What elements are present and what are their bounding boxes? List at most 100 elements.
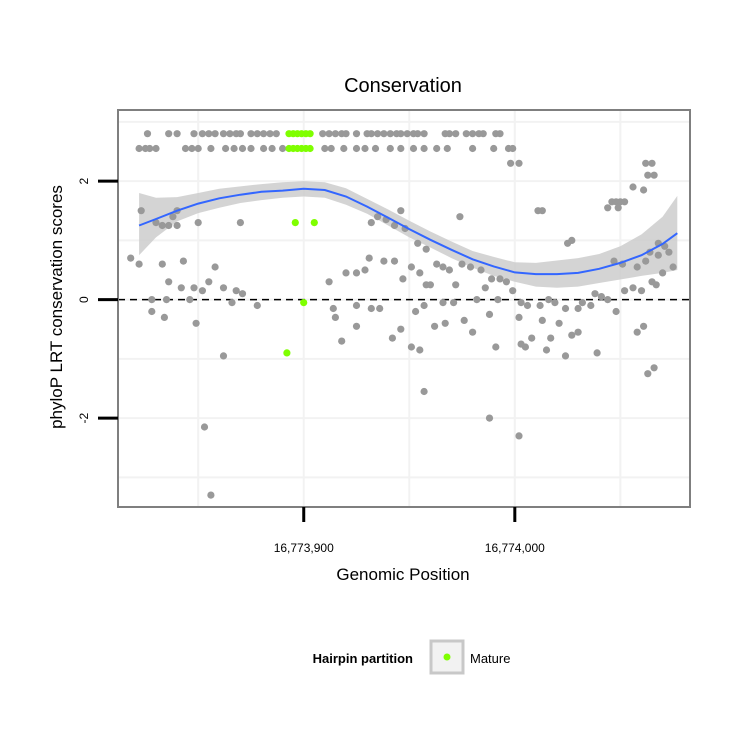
other-point	[433, 260, 441, 268]
other-point	[452, 130, 460, 138]
other-point	[496, 275, 504, 283]
other-point	[462, 130, 470, 138]
other-point	[420, 387, 428, 396]
other-point	[230, 144, 238, 153]
other-point	[547, 334, 555, 342]
x-tick-label: 16,773,900	[274, 541, 334, 555]
other-point	[211, 263, 219, 271]
other-point	[629, 183, 637, 191]
other-point	[523, 301, 532, 310]
other-point	[325, 278, 333, 286]
other-point	[361, 144, 369, 153]
other-point	[644, 370, 652, 378]
other-point	[365, 254, 373, 262]
other-point	[439, 263, 447, 271]
other-point	[367, 130, 375, 138]
y-tick-label: -2	[77, 412, 91, 423]
other-point	[403, 130, 411, 138]
other-point	[160, 313, 168, 321]
other-point	[490, 144, 498, 153]
other-point	[515, 432, 523, 440]
other-point	[143, 130, 152, 138]
other-point	[416, 346, 424, 354]
other-point	[192, 319, 200, 327]
other-point	[650, 171, 658, 179]
other-point	[388, 334, 396, 342]
other-point	[162, 296, 171, 304]
other-point	[200, 423, 209, 431]
other-point	[587, 301, 595, 310]
other-point	[414, 130, 422, 138]
other-point	[260, 144, 268, 153]
other-point	[390, 257, 399, 265]
other-point	[422, 245, 430, 253]
other-point	[137, 207, 145, 215]
panel-background	[118, 110, 690, 507]
other-point	[644, 171, 652, 179]
other-point	[669, 263, 677, 271]
other-point	[135, 260, 143, 268]
other-point	[173, 221, 181, 230]
other-point	[420, 144, 428, 153]
other-point	[561, 352, 570, 360]
x-tick-label: 16,774,000	[485, 541, 545, 555]
other-point	[253, 130, 261, 138]
other-point	[325, 130, 333, 138]
other-point	[469, 328, 477, 336]
legend-label-mature: Mature	[470, 651, 510, 666]
other-point	[591, 290, 599, 298]
other-point	[507, 159, 515, 167]
other-point	[637, 287, 646, 295]
other-point	[593, 349, 601, 357]
other-point	[568, 236, 576, 244]
other-point	[165, 278, 173, 286]
other-point	[612, 307, 620, 316]
other-point	[642, 159, 650, 167]
other-point	[331, 130, 339, 138]
other-point	[327, 144, 335, 153]
other-point	[222, 144, 230, 153]
other-point	[321, 144, 329, 153]
other-point	[367, 304, 375, 313]
y-tick-label: 0	[77, 296, 91, 303]
other-point	[376, 304, 384, 313]
other-point	[460, 316, 468, 324]
other-point	[386, 130, 394, 138]
other-point	[361, 266, 369, 274]
panel-border	[117, 109, 691, 508]
loess-curve	[138, 187, 678, 276]
other-point	[515, 159, 523, 167]
other-point	[219, 352, 228, 360]
other-point	[633, 263, 641, 271]
other-point	[232, 287, 240, 295]
other-point	[380, 257, 388, 265]
other-point	[198, 130, 206, 138]
mature-point	[306, 144, 314, 153]
other-point	[152, 144, 160, 153]
other-point	[342, 269, 350, 277]
other-point	[135, 144, 143, 153]
other-point	[374, 130, 382, 138]
other-point	[545, 296, 553, 304]
other-point	[380, 130, 388, 138]
other-point	[207, 491, 215, 499]
other-point	[412, 307, 420, 316]
legend: Hairpin partition Mature	[313, 639, 510, 675]
other-point	[521, 343, 530, 351]
other-point	[561, 304, 570, 313]
other-point	[152, 219, 160, 227]
y-tick-label: 2	[77, 177, 91, 184]
other-point	[610, 257, 618, 265]
other-point	[536, 301, 544, 310]
other-point	[604, 296, 612, 304]
other-point	[441, 319, 449, 327]
other-point	[247, 130, 255, 138]
confidence-band-area	[139, 181, 678, 288]
other-point	[219, 130, 228, 138]
mature-point	[283, 349, 291, 357]
other-point	[165, 221, 173, 230]
other-point	[426, 281, 434, 289]
other-point	[494, 296, 502, 304]
mature-point	[291, 219, 299, 227]
